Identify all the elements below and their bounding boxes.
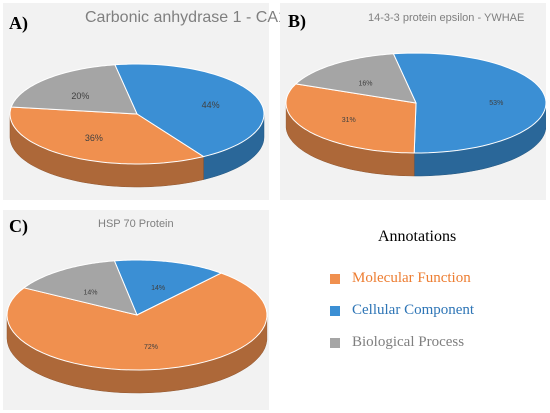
pie-slice-molecular-function <box>6 272 268 371</box>
pie-slice-biological-process <box>22 260 138 316</box>
pie-slice-molecular-function <box>285 83 417 154</box>
pie-slice-biological-process <box>294 53 417 104</box>
pie-slice-cellular-component <box>114 63 265 158</box>
chart-panel-a: 44% 36% 20% A) Carbonic anhydrase 1 - CA1 <box>3 3 287 200</box>
pie-chart-b: 53% 31% 16% <box>285 52 546 177</box>
pie-slice-cellular-component <box>113 259 223 316</box>
legend-label: Cellular Component <box>352 302 475 318</box>
legend-swatch-molecular-function <box>330 274 340 284</box>
pie-data-label-biological-process: 14% <box>83 289 97 296</box>
panel-label-b: B) <box>288 11 306 31</box>
panel-label-c: C) <box>9 216 28 236</box>
pie-data-label-biological-process: 20% <box>71 91 89 101</box>
chart-panel-b: 53% 31% 16% B) 14-3-3 protein epsilon - YW… <box>280 3 546 200</box>
chart-title-b: 14-3-3 protein epsilon - YWHAE <box>368 12 525 24</box>
pie-slice-biological-process <box>10 64 138 115</box>
pie-data-label-molecular-function: 36% <box>85 133 103 143</box>
chart-panel-c: 14% 72% 14% C) HSP 70 Protein <box>3 210 269 410</box>
legend-label: Molecular Function <box>352 270 471 286</box>
pie-slice-cellular-component <box>392 52 546 154</box>
chart-title-a: Carbonic anhydrase 1 - CA1 <box>85 9 287 26</box>
pie-data-label-cellular-component: 44% <box>202 100 220 110</box>
chart-title-c: HSP 70 Protein <box>98 218 174 230</box>
panel-label-a: A) <box>9 13 28 33</box>
pie-slice-molecular-function <box>9 106 205 165</box>
legend-swatch-cellular-component <box>330 306 340 316</box>
pie-data-label-molecular-function: 31% <box>342 117 356 124</box>
legend: Annotations Molecular Function Cellular … <box>330 218 540 368</box>
legend-title: Annotations <box>378 228 457 245</box>
pie-data-label-cellular-component: 14% <box>151 285 165 292</box>
pie-data-label-cellular-component: 53% <box>489 100 503 107</box>
pie-chart-a: 44% 36% 20% <box>9 63 265 188</box>
pie-chart-c: 14% 72% 14% <box>6 259 268 394</box>
pie-data-label-biological-process: 16% <box>358 81 372 88</box>
legend-swatch-biological-process <box>330 338 340 348</box>
pie-data-label-molecular-function: 72% <box>144 344 158 351</box>
legend-label: Biological Process <box>352 334 465 350</box>
